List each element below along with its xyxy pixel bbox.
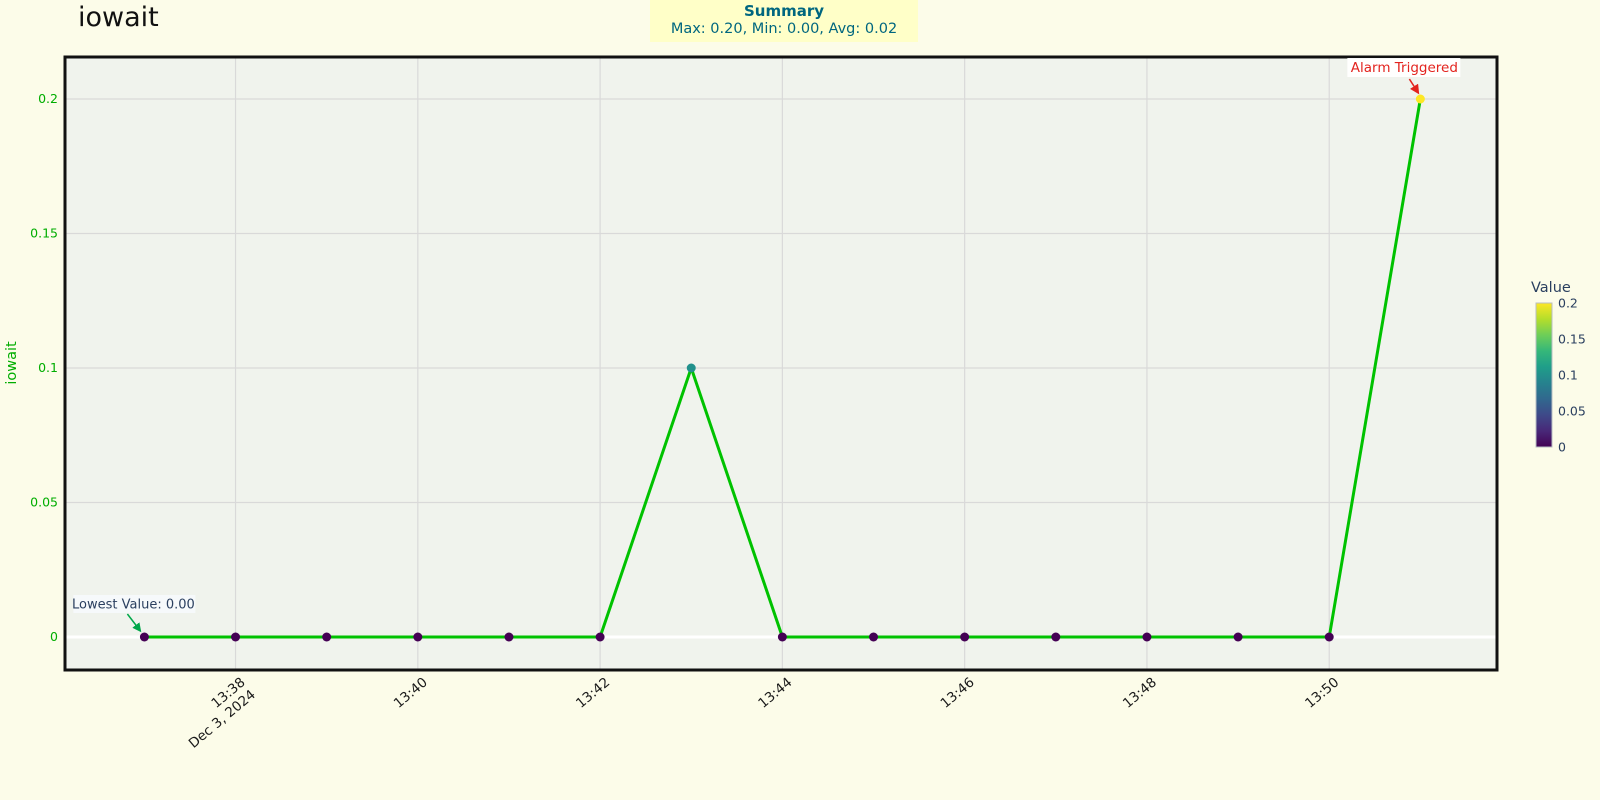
summary-heading: Summary bbox=[743, 2, 825, 20]
x-tick-label: 13:38Dec 3, 2024 bbox=[175, 674, 258, 751]
colorbar-tick-label: 0.15 bbox=[1558, 332, 1586, 347]
y-tick-label: 0.2 bbox=[38, 91, 58, 106]
x-tick: 13:48 bbox=[1120, 674, 1160, 711]
colorbar-tick-label: 0.1 bbox=[1558, 368, 1578, 383]
data-point-marker[interactable] bbox=[1415, 94, 1425, 104]
x-tick-label: 13:44 bbox=[755, 674, 795, 711]
summary-stats: Max: 0.20, Min: 0.00, Avg: 0.02 bbox=[670, 21, 898, 37]
y-axis-title: iowait bbox=[4, 341, 20, 385]
x-tick-label: 13:48 bbox=[1120, 674, 1160, 711]
colorbar-title: Value bbox=[1531, 280, 1571, 296]
colorbar-tick-label: 0.2 bbox=[1558, 296, 1578, 311]
lowest-annotation-text: Lowest Value: 0.00 bbox=[72, 598, 195, 613]
data-point-marker[interactable] bbox=[322, 632, 332, 642]
lowest-annotation-arrow bbox=[126, 613, 142, 633]
x-tick: 13:40 bbox=[391, 674, 431, 711]
plot-area[interactable] bbox=[65, 57, 1497, 670]
summary-annotation: Summary Max: 0.20, Min: 0.00, Avg: 0.02 bbox=[650, 0, 918, 42]
data-point-marker[interactable] bbox=[1324, 632, 1334, 642]
x-tick: 13:44 bbox=[755, 674, 795, 711]
alarm-annotation-bg bbox=[1347, 58, 1461, 77]
x-tick-label: 13:46 bbox=[938, 674, 978, 711]
alarm-annotation-arrow bbox=[1408, 78, 1420, 95]
x-tick: 13:42 bbox=[573, 674, 613, 711]
alarm-annotation-text: Alarm Triggered bbox=[1351, 60, 1458, 76]
data-point-marker[interactable] bbox=[595, 632, 605, 642]
colorbar-tick-label: 0 bbox=[1558, 440, 1566, 455]
data-point-marker[interactable] bbox=[504, 632, 514, 642]
chart-title: iowait bbox=[78, 2, 159, 33]
plot-border bbox=[63, 55, 1499, 672]
colorbar-tick-label: 0.05 bbox=[1558, 404, 1586, 419]
data-point-marker[interactable] bbox=[1142, 632, 1152, 642]
x-tick-label: 13:50 bbox=[1302, 674, 1342, 711]
y-tick-label: 0.1 bbox=[38, 360, 58, 375]
data-point-marker[interactable] bbox=[1051, 632, 1061, 642]
data-point-marker[interactable] bbox=[139, 632, 149, 642]
x-tick-label: 13:40 bbox=[391, 674, 431, 711]
colorbar bbox=[1535, 302, 1553, 448]
x-tick: 13:50 bbox=[1302, 674, 1342, 711]
data-point-marker[interactable] bbox=[777, 632, 787, 642]
y-tick-label: 0.05 bbox=[30, 495, 58, 510]
data-point-marker[interactable] bbox=[686, 363, 696, 373]
lowest-annotation-bg bbox=[73, 595, 196, 613]
y-tick-label: 0.15 bbox=[30, 226, 58, 241]
data-point-marker[interactable] bbox=[231, 632, 241, 642]
y-tick-label: 0 bbox=[50, 629, 58, 644]
x-tick-label: 13:42 bbox=[573, 674, 613, 711]
data-point-marker[interactable] bbox=[413, 632, 423, 642]
data-point-marker[interactable] bbox=[960, 632, 970, 642]
data-point-marker[interactable] bbox=[1233, 632, 1243, 642]
data-point-marker[interactable] bbox=[869, 632, 879, 642]
x-tick: 13:38Dec 3, 2024 bbox=[175, 674, 259, 751]
x-tick: 13:46 bbox=[938, 674, 978, 711]
